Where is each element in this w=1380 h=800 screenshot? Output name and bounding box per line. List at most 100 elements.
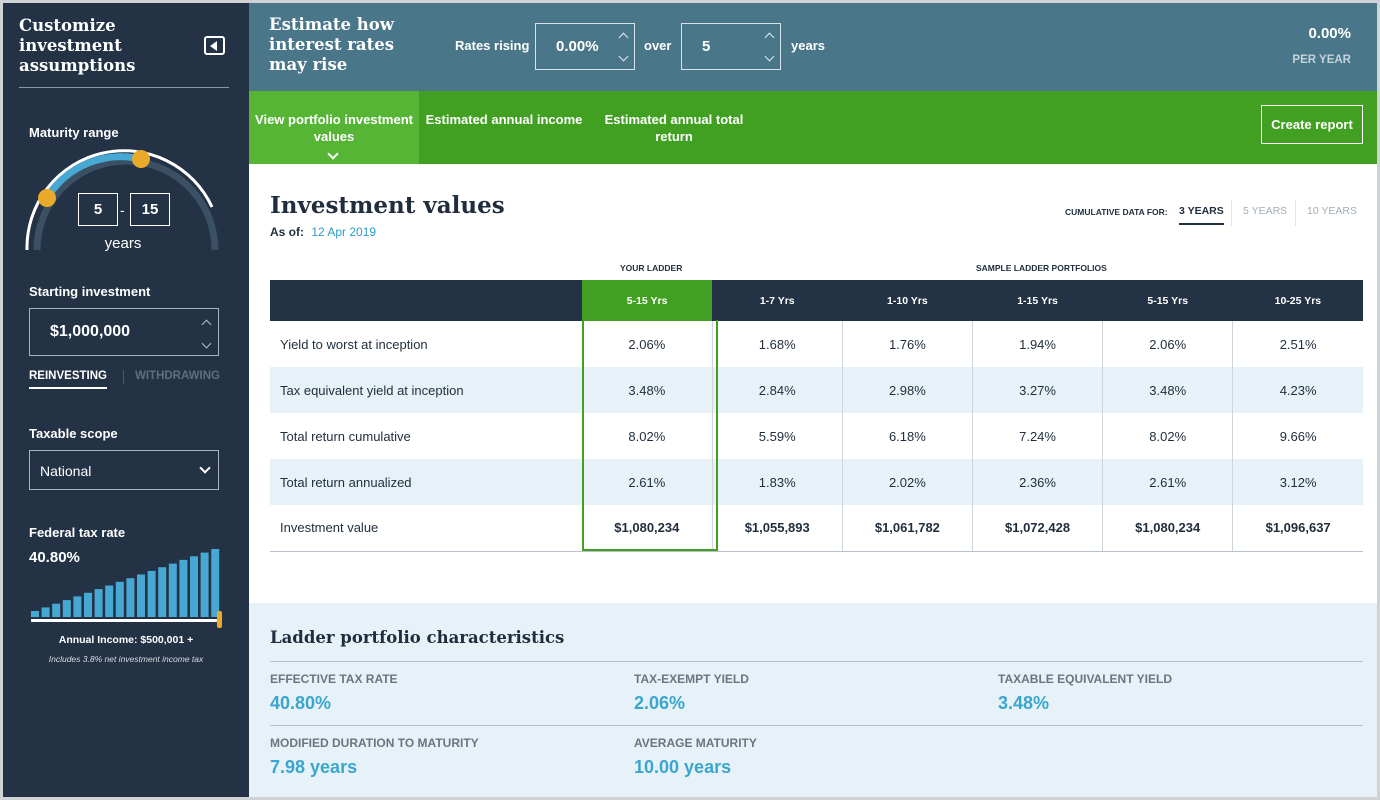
table-cell: 2.06% [1102,321,1233,367]
chevron-down-icon [199,462,211,474]
cell-your-ladder: 2.61% [582,459,713,505]
tab-annual-income[interactable]: Estimated annual income [419,91,589,164]
row-label: Investment value [270,505,582,552]
table-cell: 2.36% [971,459,1103,505]
tax-bracket-bar[interactable] [179,559,188,617]
page-title: Investment values [270,192,505,219]
over-label: over [644,38,672,53]
collapse-sidebar-button[interactable] [204,36,225,55]
mode-separator [123,370,124,384]
tax-bracket-bar[interactable] [94,589,103,617]
row-label: Total return annualized [270,459,582,505]
tab-annual-total-return[interactable]: Estimated annual total return [589,91,759,164]
rate-result-value: 0.00% [1308,25,1351,42]
tax-bracket-bar[interactable] [200,552,209,617]
table-header-col: 1-10 Yrs [842,280,973,321]
table-cell: 2.02% [841,459,973,505]
maturity-high-input[interactable]: 15 [130,193,170,226]
table-cell: $1,072,428 [971,505,1103,552]
table-cell: $1,080,234 [1102,505,1233,552]
as-of-label: As of: [270,225,304,239]
increment-icon[interactable] [764,32,775,43]
table-cell: 1.68% [711,321,843,367]
table-cell: $1,055,893 [711,505,843,552]
average-maturity-label: AVERAGE MATURITY [634,736,757,750]
tax-bracket-bar[interactable] [31,611,39,617]
row-label: Total return cumulative [280,428,411,444]
table-cell: 2.84% [711,367,843,413]
tab-label: View portfolio investment values [255,112,413,144]
view-tabs: View portfolio investment values Estimat… [249,91,1377,164]
tax-bracket-bar[interactable] [84,592,92,617]
sidebar: Customize investment assumptions Maturit… [3,3,249,797]
effective-tax-rate-value: 40.80% [270,693,332,713]
reinvesting-toggle[interactable]: REINVESTING [29,370,107,389]
table-cell: $1,061,782 [841,505,973,552]
year-option-10[interactable]: 10 YEARS [1307,205,1358,217]
increment-icon[interactable] [201,319,212,330]
table-header-blank [270,280,582,321]
maturity-high-handle[interactable] [132,150,150,168]
decrement-icon[interactable] [201,338,212,349]
rate-rise-input[interactable]: 0.00% [535,23,635,70]
investment-values-table: 5-15 Yrs 1-7 Yrs 1-10 Yrs 1-15 Yrs 5-15 … [270,280,1363,552]
tax-bracket-bar[interactable] [41,607,50,617]
table-cell: 9.66% [1232,413,1363,459]
tax-bracket-bar[interactable] [105,585,114,618]
sample-ladders-label: SAMPLE LADDER PORTFOLIOS [976,263,1107,273]
table-cell: 3.12% [1232,459,1363,505]
characteristics-divider [270,725,1363,726]
tax-bracket-bar[interactable] [73,596,82,617]
starting-investment-label: Starting investment [29,284,151,299]
year-option-3[interactable]: 3 YEARS [1179,205,1224,225]
table-cell: 6.18% [841,413,973,459]
table-cell: 3.27% [971,367,1103,413]
rates-rising-label: Rates rising [455,38,530,53]
tax-bracket-bar[interactable] [190,556,198,617]
tax-bracket-bars[interactable] [31,549,225,617]
table-cell: 2.61% [1102,459,1233,505]
as-of-date: 12 Apr 2019 [311,225,377,239]
sidebar-divider [19,87,229,88]
tax-slider-track[interactable] [31,619,219,622]
tax-slider-handle[interactable] [217,611,222,628]
taxable-equivalent-yield-label: TAXABLE EQUIVALENT YIELD [998,672,1173,686]
cell-your-ladder: 3.48% [582,367,713,413]
tax-bracket-bar[interactable] [158,567,167,617]
tax-bracket-bar[interactable] [62,600,71,617]
tab-investment-values[interactable]: View portfolio investment values [249,91,419,164]
table-cell: 3.48% [1102,367,1233,413]
create-report-button[interactable]: Create report [1261,105,1363,144]
years-input[interactable]: 5 [681,23,781,70]
cumulative-data-label: CUMULATIVE DATA FOR: [1065,207,1168,217]
characteristics-title: Ladder portfolio characteristics [270,628,565,647]
tax-bracket-bar[interactable] [115,581,124,617]
tax-bracket-bar[interactable] [126,578,135,617]
tab-label: Estimated annual total return [604,112,744,144]
year-option-5[interactable]: 5 YEARS [1243,205,1288,217]
federal-tax-rate-value: 40.80% [29,549,80,566]
tax-bracket-bar[interactable] [137,574,145,618]
year-option-separator [1295,200,1296,226]
tax-bracket-bar[interactable] [52,603,61,617]
table-cell: 1.94% [971,321,1103,367]
table-row: Investment value $1,080,234 $1,055,893 $… [270,505,1363,552]
maturity-low-input[interactable]: 5 [78,193,118,226]
taxable-scope-select[interactable]: National [29,450,219,490]
tax-bracket-bar[interactable] [211,549,220,617]
maturity-low-handle[interactable] [38,189,56,207]
starting-investment-value: $1,000,000 [50,323,131,340]
table-cell: 7.24% [971,413,1103,459]
increment-icon[interactable] [618,32,629,43]
tab-label: Estimated annual income [425,112,583,127]
tax-bracket-bar[interactable] [147,570,156,617]
maturity-unit: years [104,235,142,252]
withdrawing-toggle[interactable]: WITHDRAWING [135,370,220,382]
maturity-range-gauge[interactable] [21,146,231,256]
decrement-icon[interactable] [764,51,775,62]
starting-investment-input[interactable]: $1,000,000 [29,308,219,356]
table-header-row: 5-15 Yrs 1-7 Yrs 1-10 Yrs 1-15 Yrs 5-15 … [270,280,1363,321]
tax-bracket-bar[interactable] [168,563,177,617]
table-cell: 1.76% [841,321,973,367]
decrement-icon[interactable] [618,51,629,62]
